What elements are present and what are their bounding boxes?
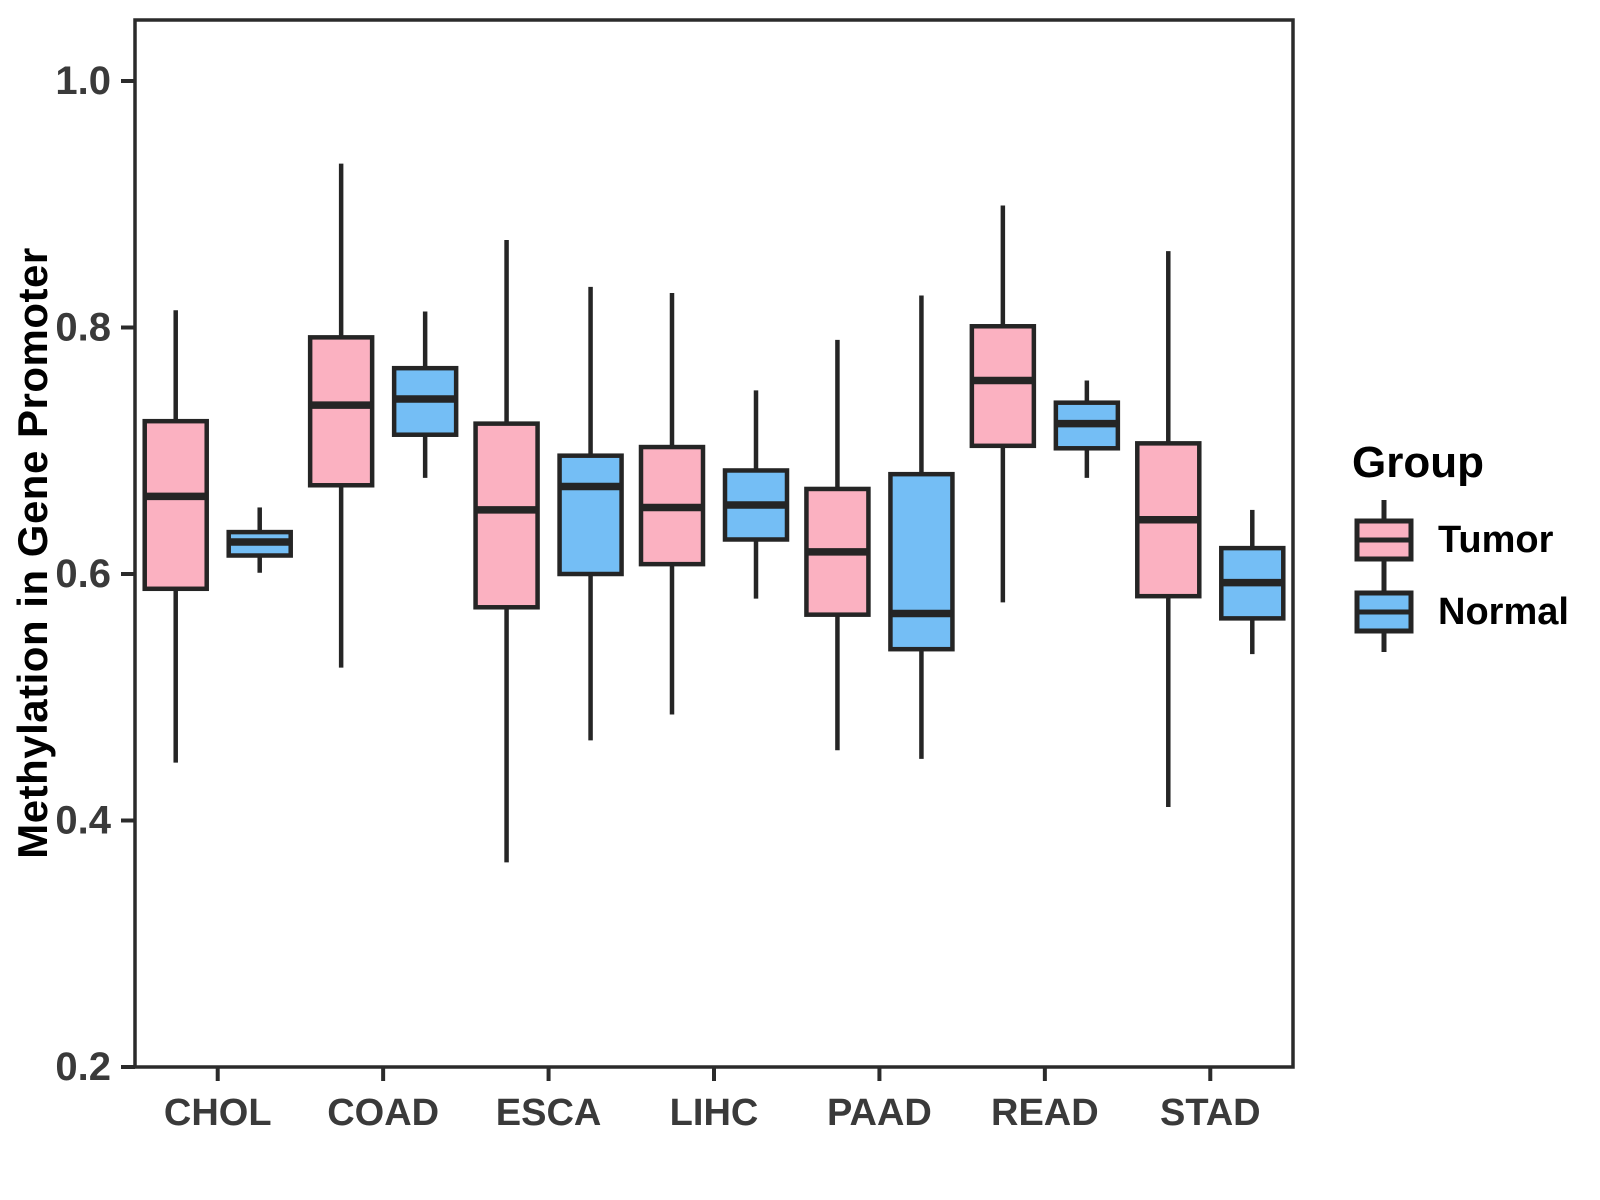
legend-label-tumor: Tumor [1438, 518, 1554, 561]
legend: Group Tumor Normal [1352, 438, 1569, 652]
y-tick-label-0.2: 0.2 [55, 1045, 111, 1089]
y-axis-title: Methylation in Gene Promoter [9, 247, 56, 859]
x-tick-label-CHOL: CHOL [164, 1092, 272, 1134]
box-esca-tumor [473, 421, 540, 610]
box-esca-normal [557, 453, 624, 577]
legend-title: Group [1352, 438, 1484, 487]
x-tick-label-LIHC: LIHC [670, 1092, 759, 1134]
y-tick-label-0.8: 0.8 [55, 306, 111, 350]
x-tick-label-READ: READ [991, 1092, 1099, 1134]
panel-border [133, 18, 1295, 1069]
y-tick-label-1.0: 1.0 [55, 59, 111, 103]
box-read-tumor [969, 324, 1037, 449]
x-tick-label-STAD: STAD [1160, 1092, 1261, 1134]
x-tick-label-COAD: COAD [327, 1092, 439, 1134]
x-tick-label-ESCA: ESCA [496, 1092, 602, 1134]
tumor-boxplot-key-icon [1354, 500, 1414, 580]
legend-item-normal: Normal [1352, 572, 1569, 652]
y-tick-label-0.6: 0.6 [55, 552, 111, 596]
normal-boxplot-key-icon [1354, 572, 1414, 652]
legend-item-tumor: Tumor [1352, 500, 1569, 580]
legend-label-normal: Normal [1438, 590, 1569, 633]
box-coad-tumor [307, 335, 375, 488]
x-tick-label-PAAD: PAAD [827, 1092, 932, 1134]
box-paad-normal [888, 471, 955, 652]
y-tick-label-0.4: 0.4 [55, 799, 111, 843]
box-chol-tumor [142, 418, 209, 592]
